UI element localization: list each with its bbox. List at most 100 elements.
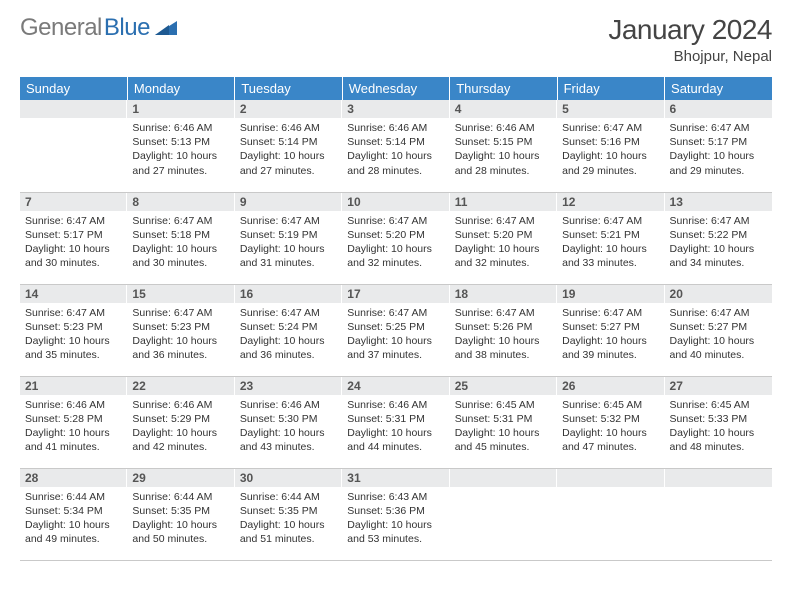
- daylight-line: Daylight: 10 hours and 30 minutes.: [25, 242, 122, 270]
- day-number: 21: [20, 377, 127, 395]
- day-number: [450, 469, 557, 487]
- logo-triangle-icon: [155, 17, 177, 40]
- calendar-day-cell: 3Sunrise: 6:46 AMSunset: 5:14 PMDaylight…: [342, 100, 449, 192]
- calendar-day-cell: 5Sunrise: 6:47 AMSunset: 5:16 PMDaylight…: [557, 100, 664, 192]
- sunrise-line: Sunrise: 6:44 AM: [240, 490, 337, 504]
- sunset-line: Sunset: 5:20 PM: [347, 228, 444, 242]
- calendar-day-cell: 6Sunrise: 6:47 AMSunset: 5:17 PMDaylight…: [665, 100, 772, 192]
- weekday-header: Wednesday: [342, 77, 449, 100]
- day-details: Sunrise: 6:44 AMSunset: 5:35 PMDaylight:…: [235, 487, 342, 549]
- daylight-line: Daylight: 10 hours and 38 minutes.: [455, 334, 552, 362]
- sunrise-line: Sunrise: 6:47 AM: [562, 121, 659, 135]
- calendar-day-cell: 4Sunrise: 6:46 AMSunset: 5:15 PMDaylight…: [450, 100, 557, 192]
- calendar-day-cell: 20Sunrise: 6:47 AMSunset: 5:27 PMDayligh…: [665, 284, 772, 376]
- sunrise-line: Sunrise: 6:44 AM: [25, 490, 122, 504]
- day-number: 8: [127, 193, 234, 211]
- sunset-line: Sunset: 5:21 PM: [562, 228, 659, 242]
- calendar-day-cell: 19Sunrise: 6:47 AMSunset: 5:27 PMDayligh…: [557, 284, 664, 376]
- day-number: 24: [342, 377, 449, 395]
- day-details: Sunrise: 6:47 AMSunset: 5:16 PMDaylight:…: [557, 118, 664, 180]
- weekday-header: Thursday: [450, 77, 557, 100]
- day-number: 31: [342, 469, 449, 487]
- day-number: 3: [342, 100, 449, 118]
- day-number: 29: [127, 469, 234, 487]
- title-block: January 2024 Bhojpur, Nepal: [608, 14, 772, 65]
- daylight-line: Daylight: 10 hours and 34 minutes.: [670, 242, 767, 270]
- day-number: 16: [235, 285, 342, 303]
- day-number: 11: [450, 193, 557, 211]
- sunset-line: Sunset: 5:14 PM: [240, 135, 337, 149]
- sunset-line: Sunset: 5:23 PM: [25, 320, 122, 334]
- daylight-line: Daylight: 10 hours and 32 minutes.: [347, 242, 444, 270]
- daylight-line: Daylight: 10 hours and 30 minutes.: [132, 242, 229, 270]
- daylight-line: Daylight: 10 hours and 51 minutes.: [240, 518, 337, 546]
- sunset-line: Sunset: 5:15 PM: [455, 135, 552, 149]
- sunset-line: Sunset: 5:35 PM: [132, 504, 229, 518]
- sunrise-line: Sunrise: 6:46 AM: [240, 121, 337, 135]
- calendar-day-cell: 25Sunrise: 6:45 AMSunset: 5:31 PMDayligh…: [450, 376, 557, 468]
- sunset-line: Sunset: 5:18 PM: [132, 228, 229, 242]
- day-details: Sunrise: 6:46 AMSunset: 5:14 PMDaylight:…: [342, 118, 449, 180]
- sunset-line: Sunset: 5:29 PM: [132, 412, 229, 426]
- weekday-header: Saturday: [665, 77, 772, 100]
- sunset-line: Sunset: 5:26 PM: [455, 320, 552, 334]
- sunrise-line: Sunrise: 6:45 AM: [455, 398, 552, 412]
- calendar-empty-cell: [20, 100, 127, 192]
- calendar-empty-cell: [557, 468, 664, 560]
- sunrise-line: Sunrise: 6:46 AM: [25, 398, 122, 412]
- sunrise-line: Sunrise: 6:46 AM: [132, 121, 229, 135]
- calendar-day-cell: 12Sunrise: 6:47 AMSunset: 5:21 PMDayligh…: [557, 192, 664, 284]
- sunrise-line: Sunrise: 6:45 AM: [562, 398, 659, 412]
- day-number: 25: [450, 377, 557, 395]
- day-number: 1: [127, 100, 234, 118]
- calendar-day-cell: 29Sunrise: 6:44 AMSunset: 5:35 PMDayligh…: [127, 468, 234, 560]
- day-details: Sunrise: 6:46 AMSunset: 5:30 PMDaylight:…: [235, 395, 342, 457]
- day-number: 5: [557, 100, 664, 118]
- day-number: 13: [665, 193, 772, 211]
- daylight-line: Daylight: 10 hours and 42 minutes.: [132, 426, 229, 454]
- sunset-line: Sunset: 5:35 PM: [240, 504, 337, 518]
- day-details: Sunrise: 6:44 AMSunset: 5:34 PMDaylight:…: [20, 487, 127, 549]
- sunrise-line: Sunrise: 6:47 AM: [562, 214, 659, 228]
- calendar-day-cell: 26Sunrise: 6:45 AMSunset: 5:32 PMDayligh…: [557, 376, 664, 468]
- sunset-line: Sunset: 5:27 PM: [562, 320, 659, 334]
- daylight-line: Daylight: 10 hours and 41 minutes.: [25, 426, 122, 454]
- calendar-day-cell: 15Sunrise: 6:47 AMSunset: 5:23 PMDayligh…: [127, 284, 234, 376]
- day-details: Sunrise: 6:47 AMSunset: 5:18 PMDaylight:…: [127, 211, 234, 273]
- day-details: Sunrise: 6:46 AMSunset: 5:31 PMDaylight:…: [342, 395, 449, 457]
- day-number: 2: [235, 100, 342, 118]
- weekday-header: Tuesday: [235, 77, 342, 100]
- sunset-line: Sunset: 5:28 PM: [25, 412, 122, 426]
- calendar-day-cell: 9Sunrise: 6:47 AMSunset: 5:19 PMDaylight…: [235, 192, 342, 284]
- sunrise-line: Sunrise: 6:46 AM: [347, 398, 444, 412]
- day-number: [665, 469, 772, 487]
- day-number: 15: [127, 285, 234, 303]
- calendar-week-row: 21Sunrise: 6:46 AMSunset: 5:28 PMDayligh…: [20, 376, 772, 468]
- calendar-day-cell: 30Sunrise: 6:44 AMSunset: 5:35 PMDayligh…: [235, 468, 342, 560]
- daylight-line: Daylight: 10 hours and 29 minutes.: [562, 149, 659, 177]
- day-number: 26: [557, 377, 664, 395]
- day-number: 4: [450, 100, 557, 118]
- daylight-line: Daylight: 10 hours and 44 minutes.: [347, 426, 444, 454]
- day-details: Sunrise: 6:47 AMSunset: 5:19 PMDaylight:…: [235, 211, 342, 273]
- daylight-line: Daylight: 10 hours and 53 minutes.: [347, 518, 444, 546]
- location-label: Bhojpur, Nepal: [608, 48, 772, 65]
- day-details: Sunrise: 6:46 AMSunset: 5:28 PMDaylight:…: [20, 395, 127, 457]
- calendar-page: General Blue January 2024 Bhojpur, Nepal…: [0, 0, 792, 571]
- calendar-week-row: 1Sunrise: 6:46 AMSunset: 5:13 PMDaylight…: [20, 100, 772, 192]
- day-details: [450, 487, 557, 547]
- day-number: 27: [665, 377, 772, 395]
- calendar-day-cell: 10Sunrise: 6:47 AMSunset: 5:20 PMDayligh…: [342, 192, 449, 284]
- calendar-day-cell: 22Sunrise: 6:46 AMSunset: 5:29 PMDayligh…: [127, 376, 234, 468]
- sunset-line: Sunset: 5:33 PM: [670, 412, 767, 426]
- day-details: Sunrise: 6:47 AMSunset: 5:21 PMDaylight:…: [557, 211, 664, 273]
- daylight-line: Daylight: 10 hours and 36 minutes.: [132, 334, 229, 362]
- day-number: 14: [20, 285, 127, 303]
- day-details: [20, 118, 127, 178]
- calendar-day-cell: 31Sunrise: 6:43 AMSunset: 5:36 PMDayligh…: [342, 468, 449, 560]
- calendar-day-cell: 11Sunrise: 6:47 AMSunset: 5:20 PMDayligh…: [450, 192, 557, 284]
- sunset-line: Sunset: 5:19 PM: [240, 228, 337, 242]
- calendar-day-cell: 14Sunrise: 6:47 AMSunset: 5:23 PMDayligh…: [20, 284, 127, 376]
- daylight-line: Daylight: 10 hours and 43 minutes.: [240, 426, 337, 454]
- day-details: Sunrise: 6:46 AMSunset: 5:15 PMDaylight:…: [450, 118, 557, 180]
